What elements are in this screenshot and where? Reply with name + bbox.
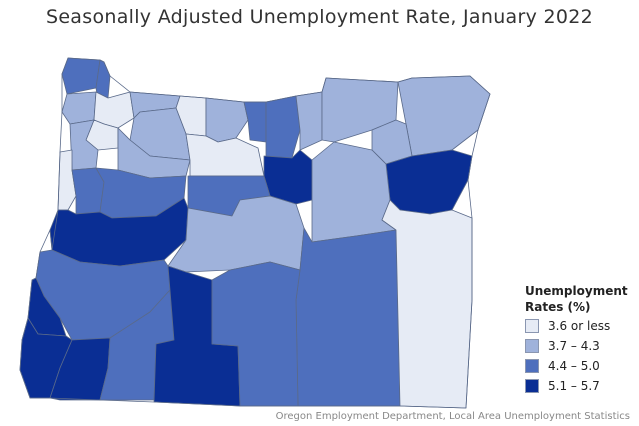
legend-item: 5.1 – 5.7 bbox=[525, 377, 635, 395]
legend-swatch bbox=[525, 319, 539, 333]
legend-label: 4.4 – 5.0 bbox=[548, 359, 600, 373]
legend-item: 3.7 – 4.3 bbox=[525, 337, 635, 355]
legend-swatch bbox=[525, 379, 539, 393]
legend-title: Unemployment Rates (%) bbox=[525, 284, 628, 314]
legend-label: 5.1 – 5.7 bbox=[548, 379, 600, 393]
county-jefferson: Wheeler bbox=[185, 133, 265, 177]
legend-swatch bbox=[525, 359, 539, 373]
map-title: Seasonally Adjusted Unemployment Rate, J… bbox=[45, 6, 594, 28]
legend-item: 4.4 – 5.0 bbox=[525, 357, 635, 375]
county-tillamook: Tillamook bbox=[61, 91, 97, 125]
county-wasco: Umatilla bbox=[205, 97, 249, 143]
county-gilliam: Wallowa bbox=[265, 95, 301, 159]
county-clatsop: Clatsop bbox=[61, 57, 101, 95]
county-wallowa: Polk bbox=[397, 75, 491, 157]
county-morrow: Yamhill bbox=[295, 91, 323, 151]
legend-label: 3.7 – 4.3 bbox=[548, 339, 600, 353]
county-sherman: Union bbox=[243, 101, 267, 143]
state-outline bbox=[19, 57, 491, 409]
county-malheur: Malheur bbox=[381, 199, 473, 409]
legend-swatch bbox=[525, 339, 539, 353]
legend-item: 3.6 or less bbox=[525, 317, 635, 335]
source-credit: Oregon Employment Department, Local Area… bbox=[275, 411, 630, 422]
legend-label: 3.6 or less bbox=[548, 319, 611, 333]
county-harney: Harney bbox=[295, 227, 401, 407]
legend: Unemployment Rates (%) 3.6 or less 3.7 –… bbox=[525, 283, 635, 395]
county-lake: Lake bbox=[211, 261, 301, 407]
county-wheeler: Grant bbox=[263, 149, 313, 205]
county-benton: Linn bbox=[71, 167, 105, 215]
